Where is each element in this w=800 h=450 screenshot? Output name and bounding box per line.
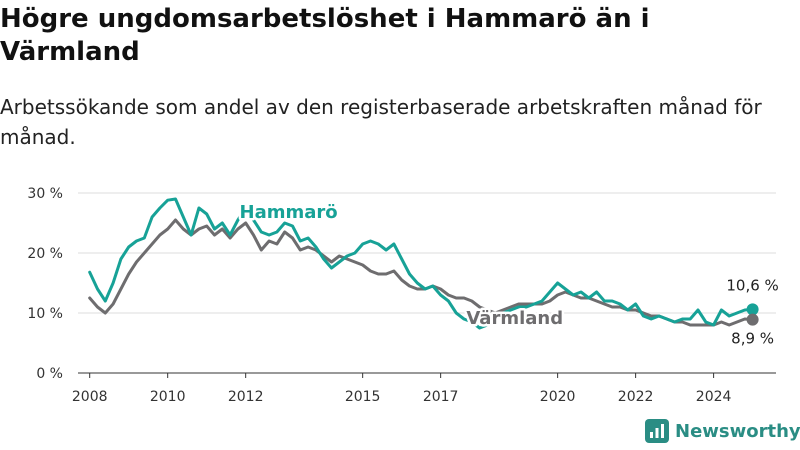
x-tick-label: 2008 xyxy=(72,389,108,405)
brand-name: Newsworthy xyxy=(675,420,800,442)
x-tick-label: 2015 xyxy=(345,389,381,405)
series-line-hammaro xyxy=(88,197,755,330)
end-value-label-varmland: 8,9 % xyxy=(731,330,774,348)
x-tick-label: 2017 xyxy=(423,389,459,405)
newsworthy-logo: Newsworthy xyxy=(645,419,800,443)
y-tick-label: 0 % xyxy=(36,366,63,382)
end-point-varmland xyxy=(746,313,759,326)
chart-subtitle: Arbetssökande som andel av den registerb… xyxy=(0,95,762,149)
series-label-varmland: Värmland xyxy=(466,308,563,329)
y-tick-label: 30 % xyxy=(27,186,63,202)
series-line-varmland xyxy=(88,218,755,327)
series-label-hammaro: Hammarö xyxy=(240,202,338,223)
x-tick-label: 2012 xyxy=(228,389,264,405)
y-tick-label: 10 % xyxy=(27,306,63,322)
x-tick-label: 2010 xyxy=(150,389,186,405)
y-tick-label: 20 % xyxy=(27,246,63,262)
x-tick-label: 2024 xyxy=(696,389,732,405)
chart-title: Högre ungdomsarbetslöshet i Hammarö än i… xyxy=(0,4,650,67)
x-tick-label: 2020 xyxy=(540,389,576,405)
end-value-label-hammaro: 10,6 % xyxy=(726,276,778,294)
end-point-hammaro xyxy=(746,303,759,316)
x-tick-label: 2022 xyxy=(618,389,654,405)
newsworthy-logo-icon xyxy=(645,419,669,443)
